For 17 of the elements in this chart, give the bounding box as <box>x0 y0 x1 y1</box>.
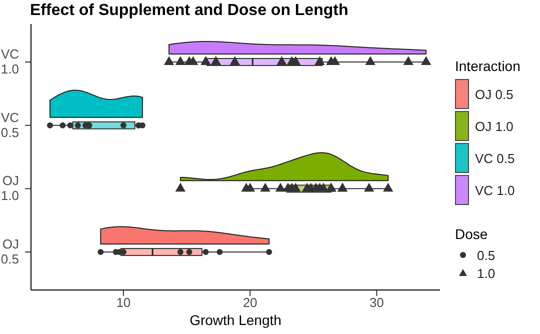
x-tick-label: 10 <box>116 295 131 310</box>
text: Interaction <box>455 58 520 74</box>
x-tick-label: 30 <box>369 295 384 310</box>
text: Dose <box>455 226 488 242</box>
y-tick-label: VC 0.5 <box>0 110 19 140</box>
y-tick-label: OJ 0.5 <box>0 236 19 266</box>
legend-label: 0.5 <box>477 248 496 262</box>
category-label: VC 1.0 <box>475 182 515 198</box>
category-label: OJ 0.5 <box>475 86 514 102</box>
chart-title: Effect of Supplement and Dose on Length <box>30 2 348 20</box>
x-tick-label: 20 <box>242 295 258 310</box>
y-tick-label: OJ 1.0 <box>0 173 19 204</box>
x-axis-title: Growth Length <box>188 312 282 328</box>
category-label: VC 0.5 <box>475 150 515 166</box>
y-tick-label: VC 1.0 <box>0 46 19 76</box>
legend-label: 1.0 <box>477 266 496 280</box>
category-label: OJ 1.0 <box>475 118 514 134</box>
